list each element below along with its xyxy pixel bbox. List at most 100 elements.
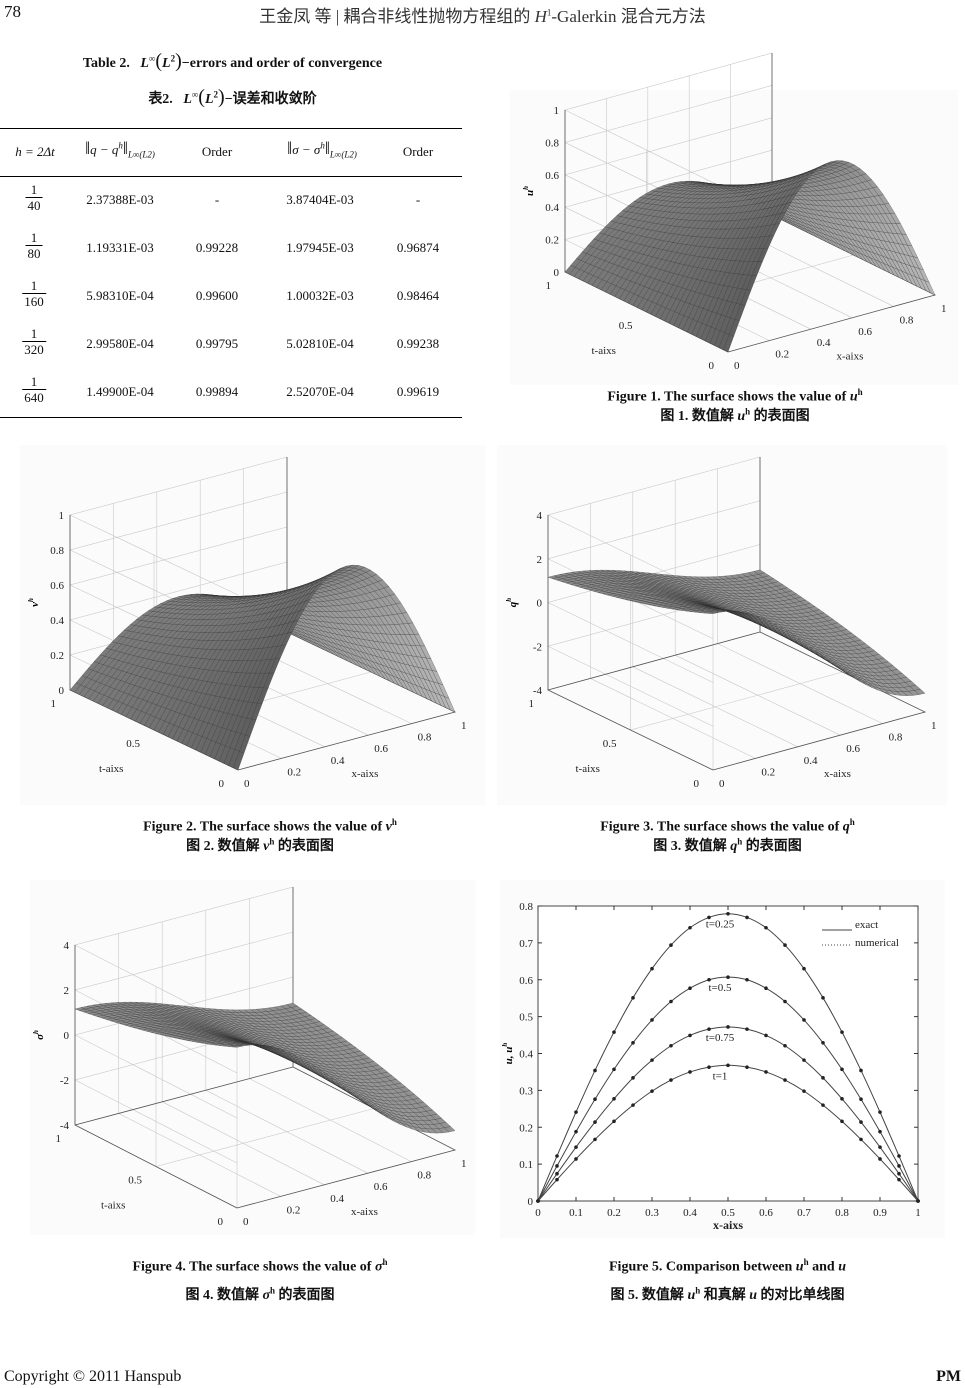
figure-5-caption-zh: 图 5. 数值解 uh 和真解 u 的对比单线图	[490, 1284, 965, 1304]
t-tick-label: 0.5	[603, 738, 617, 750]
table-label-zh: 表2.	[148, 92, 173, 107]
h-numerator: 1	[22, 278, 46, 294]
sigma-error: 1.97945E-03	[286, 240, 354, 255]
caption-text: 图 4. 数值解	[185, 1288, 263, 1303]
x-tick-label: 0	[719, 778, 725, 790]
x-axis-label: x-aixs	[837, 351, 864, 363]
inner-norm: L	[204, 92, 214, 107]
z-axis-label-sup: h	[505, 598, 513, 602]
caption-sup: h	[382, 1257, 388, 1267]
caption-sup: h	[803, 1257, 809, 1267]
h-numerator: 1	[25, 182, 43, 198]
h-value: 1 40	[25, 182, 43, 214]
caption-text: 图 3. 数值解	[653, 839, 731, 854]
z-tick-label: -4	[533, 685, 543, 697]
caption-var: σ	[262, 1288, 271, 1303]
figure-3-caption-en: Figure 3. The surface shows the value of…	[490, 817, 965, 836]
x-tick-label: 0.4	[817, 337, 831, 349]
h-numerator: 1	[22, 326, 46, 342]
s-norm-text: σ − σ	[292, 142, 321, 157]
surface-plot-1: 00.20.40.60.8100.20.40.60.8100.51x-aixst…	[510, 52, 958, 385]
z-tick-label: 2	[537, 554, 543, 566]
t-axis-label: t-aixs	[99, 763, 123, 775]
sigma-error: 3.87404E-03	[286, 192, 354, 207]
sigma-order: 0.99619	[396, 384, 440, 399]
q-norm-sup: h	[118, 140, 123, 151]
inner-sup: 2	[213, 89, 219, 100]
table-caption-zh: 表2. L∞(L2)−误差和收敛阶	[148, 86, 317, 108]
t-tick-label: 1	[51, 698, 57, 710]
q-error: 5.98310E-04	[86, 288, 154, 303]
z-axis-label-sup: h	[27, 598, 35, 602]
caption-sup: h	[270, 1285, 276, 1296]
caption-sup: h	[269, 836, 275, 847]
h-denominator: 320	[24, 342, 44, 357]
norm-sup: ∞	[191, 89, 199, 100]
s-norm-sub: L∞(L2)	[329, 149, 357, 160]
caption-sup: h	[737, 836, 743, 847]
x-tick-label: 0.6	[858, 326, 872, 338]
h-numerator: 1	[22, 374, 46, 390]
q-order: 0.99795	[195, 336, 239, 351]
x-axis-label: x-aixs	[824, 768, 851, 780]
t-axis-label: t-aixs	[576, 763, 600, 775]
q-error: 1.49900E-04	[86, 384, 154, 399]
z-axis-label: uh	[522, 186, 536, 196]
z-tick-label: 0.2	[545, 235, 559, 247]
inner-norm: L	[162, 56, 171, 71]
caption-var: v	[385, 819, 392, 835]
caption-text: Figure 4. The surface shows the value of	[132, 1259, 375, 1275]
caption-text: Figure 3. The surface shows the value of	[600, 819, 843, 835]
h-numerator: 1	[25, 230, 43, 246]
t-tick-label: 1	[546, 280, 552, 292]
z-tick-label: 0.4	[545, 202, 559, 214]
caption-text: 的表面图	[742, 839, 802, 854]
sigma-error: 2.52070E-04	[286, 384, 354, 399]
norm-symbol: L	[140, 56, 149, 71]
caption-sup: h	[849, 817, 855, 827]
x-tick-label: 0.6	[846, 743, 860, 755]
caption-var: u	[737, 409, 746, 424]
x-tick-label: 0.2	[775, 349, 789, 361]
h-value: 1 80	[25, 230, 43, 262]
table-caption-text: −errors and order of convergence	[181, 56, 383, 71]
caption-var: q	[730, 839, 738, 854]
z-tick-label: 1	[554, 105, 560, 117]
plot-background	[497, 445, 947, 805]
z-tick-label: 0.6	[50, 580, 64, 592]
caption-text: 的表面图	[275, 1288, 335, 1303]
h-value: 1 160	[22, 278, 46, 310]
header-sigma-error: ‖σ − σh‖L∞(L2)	[287, 138, 357, 160]
z-tick-label: 0	[537, 598, 543, 610]
q-order: 0.99600	[195, 288, 239, 303]
running-title-text: 王金凤 等 | 耦合非线性抛物方程组的	[259, 7, 535, 26]
surface-mesh	[69, 564, 456, 771]
figure-4-caption-zh: 图 4. 数值解 σh 的表面图	[20, 1284, 500, 1304]
caption-text: 图 2. 数值解	[186, 839, 264, 854]
q-error: 1.19331E-03	[86, 240, 154, 255]
t-tick-label: 0.5	[126, 738, 140, 750]
h-denominator: 160	[24, 294, 44, 309]
h-denominator: 80	[27, 246, 41, 261]
x-tick-label: 1	[931, 720, 937, 732]
z-tick-label: 0.8	[545, 137, 559, 149]
t-tick-label: 0	[709, 360, 715, 372]
figure-1-caption-zh: 图 1. 数值解 uh 的表面图	[510, 405, 960, 425]
z-axis-label-sup: h	[522, 186, 530, 190]
x-tick-label: 1	[941, 303, 947, 315]
q-order: -	[214, 192, 220, 207]
sigma-error: 5.02810E-04	[286, 336, 354, 351]
caption-var: u	[795, 1259, 804, 1275]
running-title-h: H	[534, 7, 547, 26]
x-tick-label: 0.4	[331, 755, 345, 767]
z-tick-label: 0.6	[545, 170, 559, 182]
z-tick-label: 0	[59, 685, 65, 697]
running-title-sup: 1	[546, 7, 552, 18]
caption-sup: h	[391, 817, 397, 827]
sigma-order: 0.98464	[396, 288, 440, 303]
caption-text: 的表面图	[750, 409, 810, 424]
header-q-error: ‖q − qh‖L∞(L2)	[85, 138, 155, 160]
caption-var: σ	[374, 1259, 383, 1275]
q-norm-sub: L∞(L2)	[127, 149, 155, 160]
